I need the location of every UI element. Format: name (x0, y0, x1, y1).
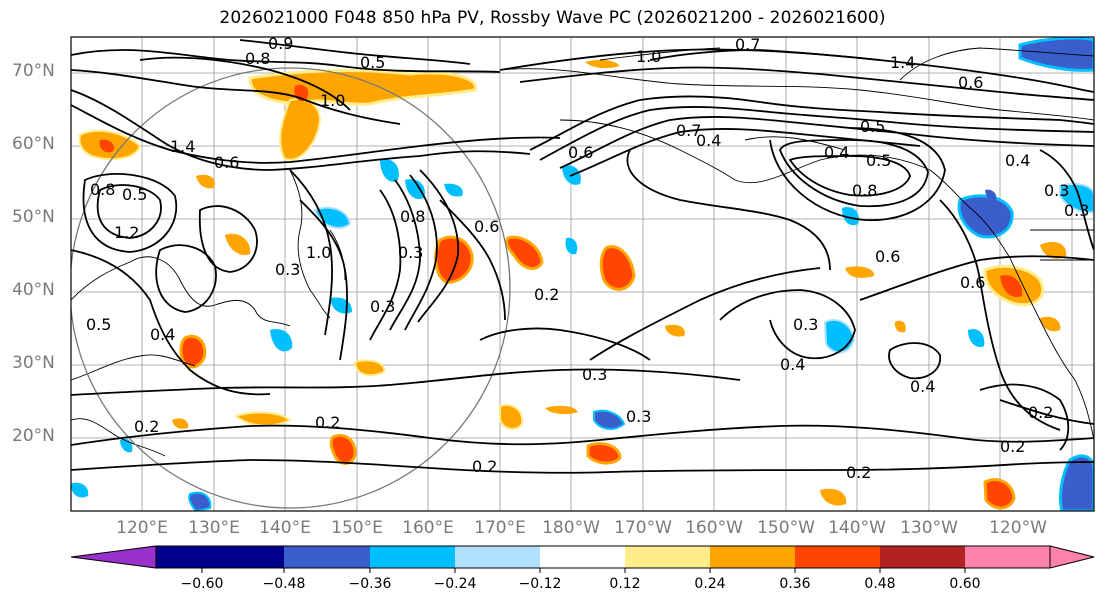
lat-label-20n: 20°N (12, 426, 55, 446)
contour-label: 0.2 (134, 417, 159, 436)
contour-label: 0.2 (472, 457, 497, 476)
contour-label: 0.6 (214, 153, 239, 172)
colorbar-tick-label: 0.60 (949, 576, 981, 592)
lon-label: 130°W (900, 518, 958, 538)
colorbar-tick-label: 0.48 (864, 576, 896, 592)
contour-label: 1.0 (306, 243, 331, 262)
contour-label: 0.3 (793, 315, 818, 334)
contour-labels: 0.9 0.8 0.5 1.0 1.4 0.6 0.8 1.2 0.3 0.4 … (86, 34, 1089, 482)
contour-label: 0.5 (122, 185, 147, 204)
colorbar-extend-left (70, 545, 157, 569)
contour-label: 0.2 (1000, 437, 1025, 456)
contour-label: 0.3 (275, 260, 300, 279)
colorbar-swatch (795, 546, 880, 568)
lon-label: 170°W (614, 518, 672, 538)
colorbar-tick-label: −0.24 (433, 576, 477, 592)
colorbar-tick-label: 0.36 (779, 576, 811, 592)
contour-label: 0.4 (1005, 151, 1030, 170)
contour-label: 0.3 (582, 365, 607, 384)
contour-label: 1.4 (170, 137, 195, 156)
contour-label: 0.3 (626, 407, 651, 426)
contour-label: 0.7 (735, 35, 760, 54)
contour-label: 0.4 (150, 325, 175, 344)
contour-label: 0.6 (875, 247, 900, 266)
colorbar-swatch (370, 546, 455, 568)
contour-label: 0.6 (568, 143, 593, 162)
lon-label: 170°E (474, 518, 526, 538)
colorbar (70, 545, 1095, 573)
colorbar-extend-right (1049, 545, 1095, 569)
contour-label: 0.4 (910, 377, 935, 396)
contour-label: 1.4 (890, 53, 915, 72)
lon-label: 140°E (259, 518, 311, 538)
colorbar-swatch (455, 546, 540, 568)
pv-contours (71, 39, 1094, 474)
colorbar-tick-label: −0.12 (518, 576, 562, 592)
colorbar-swatch (625, 546, 710, 568)
lon-label: 150°E (331, 518, 383, 538)
contour-label: 0.6 (960, 273, 985, 292)
contour-label: 0.2 (846, 463, 871, 482)
colorbar-swatch (880, 546, 965, 568)
lon-label: 130°E (188, 518, 240, 538)
contour-label: 1.0 (636, 47, 661, 66)
contour-label: 0.9 (268, 34, 293, 53)
contour-label: 1.2 (114, 223, 139, 242)
contour-label: 0.4 (780, 355, 805, 374)
lon-label: 160°E (402, 518, 454, 538)
pv-anomaly-shading (71, 37, 1094, 511)
contour-label: 0.5 (866, 151, 891, 170)
lon-label: 160°W (685, 518, 743, 538)
reference-circle (71, 67, 511, 509)
colorbar-swatch (540, 546, 625, 568)
contour-label: 0.2 (1028, 403, 1053, 422)
map-title: 2026021000 F048 850 hPa PV, Rossby Wave … (219, 8, 886, 28)
colorbar-swatch (710, 546, 795, 568)
colorbar-swatch (156, 546, 284, 568)
contour-label: 0.8 (400, 207, 425, 226)
contour-label: 1.0 (320, 91, 345, 110)
lat-label-30n: 30°N (12, 353, 55, 373)
contour-label: 0.6 (958, 73, 983, 92)
contour-label: 0.4 (824, 143, 849, 162)
contour-label: 0.7 (676, 121, 701, 140)
lat-label-70n: 70°N (12, 61, 55, 81)
contour-label: 0.8 (245, 49, 270, 68)
lon-label: 120°E (116, 518, 168, 538)
colorbar-tick-label: 0.12 (609, 576, 641, 592)
map-frame (70, 36, 1095, 512)
contour-label: 0.5 (360, 53, 385, 72)
graticule (71, 37, 1094, 511)
colorbar-tick-label: −0.36 (348, 576, 392, 592)
lat-label-60n: 60°N (12, 134, 55, 154)
colorbar-swatch (965, 546, 1050, 568)
contour-label: 0.5 (860, 117, 885, 136)
contour-label: 0.3 (370, 297, 395, 316)
lon-label: 180°W (542, 518, 600, 538)
contour-label: 0.3 (1044, 181, 1069, 200)
lat-label-50n: 50°N (12, 207, 55, 227)
colorbar-tick-label: 0.24 (694, 576, 726, 592)
contour-label: 0.8 (852, 181, 877, 200)
colorbar-tick-label: −0.60 (180, 576, 224, 592)
contour-label: 0.3 (1064, 201, 1089, 220)
contour-label: 0.2 (534, 285, 559, 304)
contour-label: 0.5 (86, 315, 111, 334)
lat-label-40n: 40°N (12, 280, 55, 300)
contour-label: 0.6 (474, 217, 499, 236)
contour-label: 0.2 (315, 413, 340, 432)
contour-label: 0.4 (696, 131, 721, 150)
contour-label: 0.8 (90, 180, 115, 199)
contour-label: 0.3 (398, 243, 423, 262)
lon-label: 150°W (757, 518, 815, 538)
lon-label: 120°W (989, 518, 1047, 538)
coastlines (71, 47, 1094, 457)
colorbar-tick-label: −0.48 (262, 576, 306, 592)
lon-label: 140°W (828, 518, 886, 538)
colorbar-swatch (284, 546, 370, 568)
